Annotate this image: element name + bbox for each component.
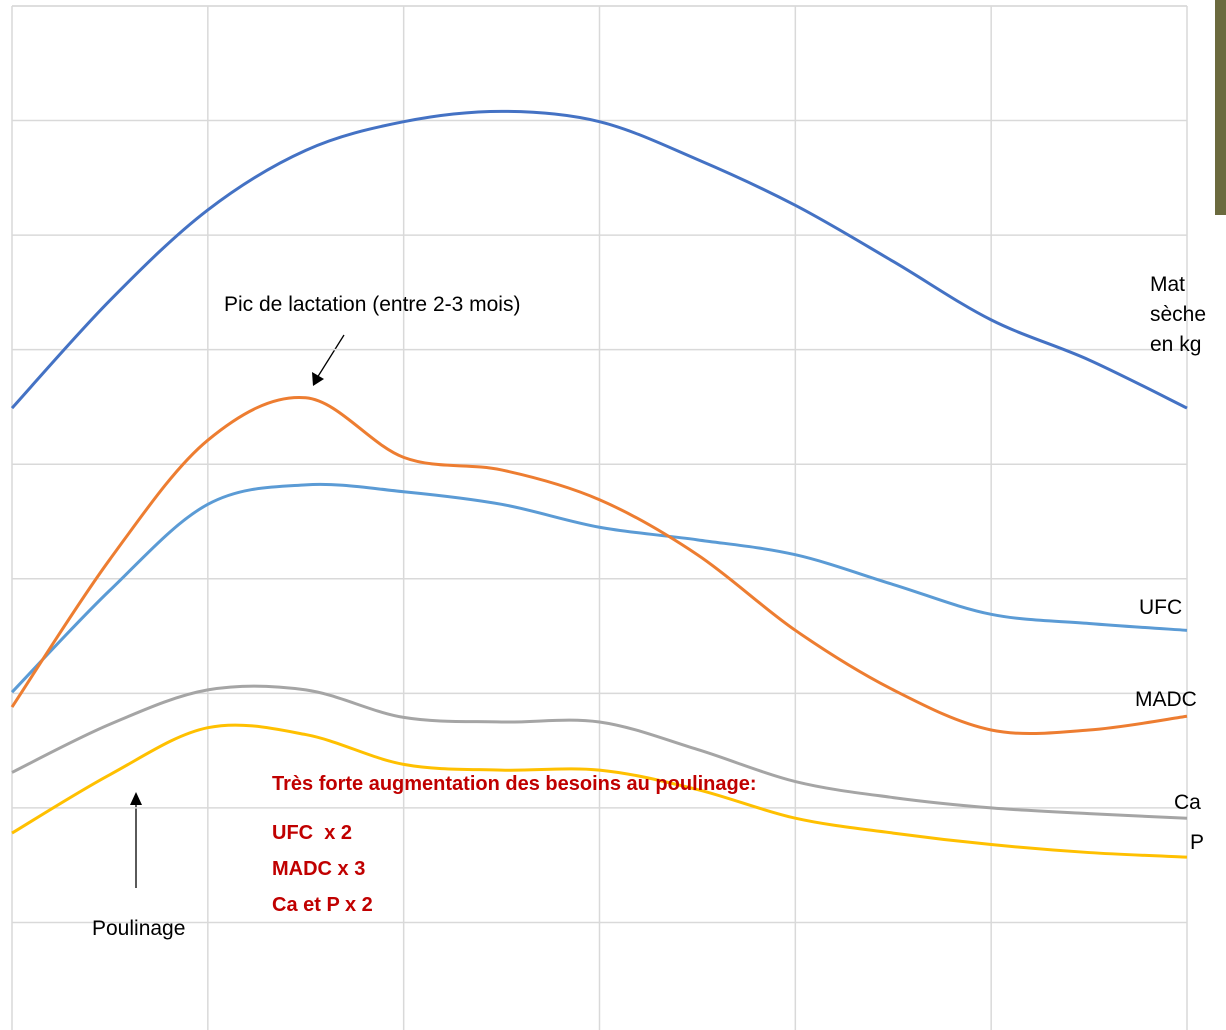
photo-thumbnail [1215,0,1226,215]
page: Pic de lactation (entre 2-3 mois) Poulin… [0,0,1226,1030]
series-label: MADC [1135,685,1225,715]
annotation: Poulinage [92,914,185,944]
note-line: MADC x 3 [272,858,365,881]
series-label: Mat sèche en kg [1150,270,1226,360]
series-label: P [1190,828,1226,858]
note-line: Ca et P x 2 [272,894,373,917]
arrow [317,335,344,378]
series-label: UFC [1139,593,1226,623]
note-line: Très forte augmentation des besoins au p… [272,773,757,796]
series-label: Ca [1174,788,1224,818]
arrow-head [312,372,324,386]
annotation: Pic de lactation (entre 2-3 mois) [224,290,520,320]
arrow-head [130,792,142,805]
note-line: UFC x 2 [272,822,352,845]
chart [0,0,1226,1030]
